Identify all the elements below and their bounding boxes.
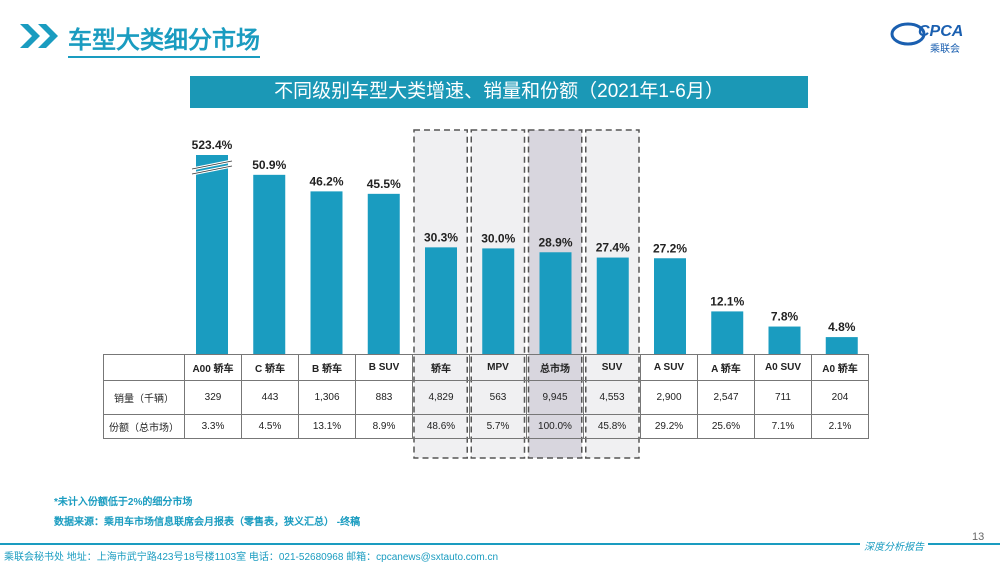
page-title: 车型大类细分市场 <box>68 20 260 58</box>
category-header: C 轿车 <box>241 354 299 381</box>
table-cell: 204 <box>811 380 869 415</box>
bar <box>825 337 858 354</box>
category-header: A0 轿车 <box>811 354 869 381</box>
chevron-icon <box>20 24 58 48</box>
data-label: 46.2% <box>309 174 343 188</box>
bar <box>654 258 686 354</box>
bar <box>196 155 228 354</box>
svg-text:CPCA: CPCA <box>918 23 963 40</box>
data-label: 45.5% <box>367 177 401 191</box>
data-label: 12.1% <box>710 294 744 308</box>
report-label: 深度分析报告 <box>860 538 928 553</box>
category-header: A 轿车 <box>697 354 755 381</box>
footnote: *未计入份额低于2%的细分市场 <box>54 497 193 508</box>
corner-cell <box>103 354 185 381</box>
footer-divider <box>0 543 1000 545</box>
data-label: 27.2% <box>653 241 687 255</box>
table-cell: 3.3% <box>184 414 242 439</box>
category-header: B SUV <box>355 354 413 381</box>
table-cell: 9,945 <box>526 380 584 415</box>
data-label: 523.4% <box>192 138 233 152</box>
data-label: 28.9% <box>538 235 572 249</box>
data-label: 50.9% <box>252 158 286 172</box>
data-source: 数据来源：乘用车市场信息联席会月报表（零售表，狭义汇总） -终稿 <box>54 517 361 528</box>
chart-title-banner: 不同级别车型大类增速、销量和份额（2021年1-6月） <box>190 76 808 108</box>
category-header: 总市场 <box>526 354 584 381</box>
row-label: 份额（总市场） <box>103 414 185 439</box>
bar <box>768 326 801 354</box>
table-cell: 1,306 <box>298 380 356 415</box>
bar <box>539 252 572 354</box>
table-cell: 29.2% <box>640 414 698 439</box>
table-cell: 45.8% <box>583 414 641 439</box>
footer-contact: 乘联会秘书处 地址：上海市武宁路423号18号楼1103室 电话：021-526… <box>4 552 499 563</box>
category-header: 轿车 <box>412 354 470 381</box>
table-cell: 329 <box>184 380 242 415</box>
category-header: SUV <box>583 354 641 381</box>
table-cell: 5.7% <box>469 414 527 439</box>
table-cell: 25.6% <box>697 414 755 439</box>
cpca-logo: CPCA 乘联会 <box>890 22 963 55</box>
data-label: 4.8% <box>828 320 856 334</box>
data-label: 27.4% <box>596 241 630 255</box>
bar <box>253 174 286 354</box>
bar <box>596 257 629 354</box>
table-cell: 7.1% <box>754 414 812 439</box>
category-header: B 轿车 <box>298 354 356 381</box>
table-cell: 443 <box>241 380 299 415</box>
category-header: A SUV <box>640 354 698 381</box>
table-cell: 2.1% <box>811 414 869 439</box>
bar <box>482 248 515 354</box>
bar <box>711 311 744 354</box>
table-cell: 100.0% <box>526 414 584 439</box>
data-label: 30.3% <box>424 230 458 244</box>
table-cell: 883 <box>355 380 413 415</box>
table-cell: 48.6% <box>412 414 470 439</box>
bar <box>310 191 343 354</box>
table-cell: 2,900 <box>640 380 698 415</box>
row-label: 销量（千辆） <box>103 380 185 415</box>
table-cell: 4.5% <box>241 414 299 439</box>
table-cell: 13.1% <box>298 414 356 439</box>
table-cell: 4,553 <box>583 380 641 415</box>
svg-text:乘联会: 乘联会 <box>930 42 960 55</box>
bar <box>425 247 457 354</box>
data-table: A00 轿车 C 轿车 B 轿车 B SUV 轿车 MPV 总市场 SUV A SUV A 轿车 A… <box>103 354 869 439</box>
category-header: A0 SUV <box>754 354 812 381</box>
bar <box>367 193 400 354</box>
table-cell: 4,829 <box>412 380 470 415</box>
page-number: 13 <box>972 531 985 543</box>
table-cell: 2,547 <box>697 380 755 415</box>
table-cell: 8.9% <box>355 414 413 439</box>
category-header: A00 轿车 <box>184 354 242 381</box>
table-cell: 711 <box>754 380 812 415</box>
data-label: 30.0% <box>481 231 515 245</box>
table-cell: 563 <box>469 380 527 415</box>
data-label: 7.8% <box>771 310 799 324</box>
category-header: MPV <box>469 354 527 381</box>
